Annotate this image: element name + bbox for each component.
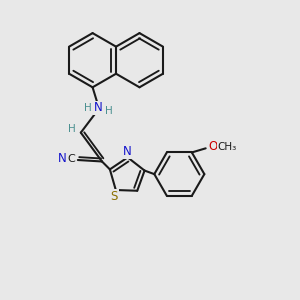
Text: H: H: [68, 124, 75, 134]
Text: N: N: [58, 152, 66, 165]
Text: H: H: [84, 103, 92, 113]
Text: O: O: [209, 140, 218, 153]
Text: H: H: [106, 106, 113, 116]
Text: S: S: [111, 190, 118, 203]
Text: CH₃: CH₃: [218, 142, 237, 152]
Text: N: N: [94, 101, 103, 114]
Text: C: C: [68, 154, 75, 164]
Text: N: N: [123, 145, 132, 158]
